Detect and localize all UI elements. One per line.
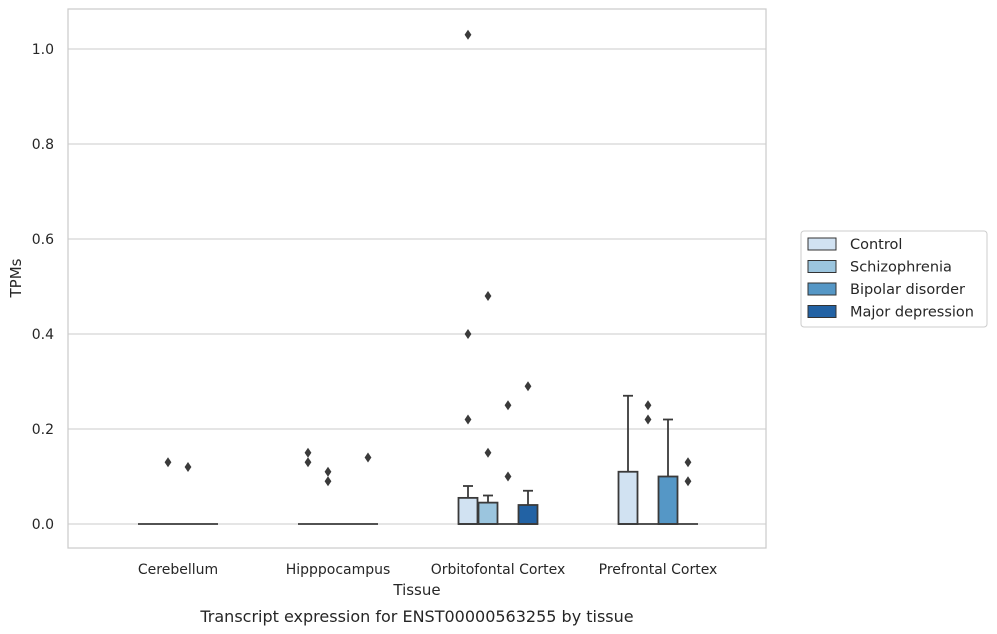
legend-label: Schizophrenia xyxy=(850,260,952,276)
outlier-point xyxy=(504,471,512,482)
legend-item: Schizophrenia xyxy=(807,260,952,276)
outlier-point xyxy=(304,447,312,458)
box xyxy=(318,466,338,525)
x-tick-label: Orbitofontal Cortex xyxy=(431,562,566,578)
plot-frame xyxy=(67,8,767,549)
outlier-point xyxy=(464,29,472,40)
outlier-point xyxy=(464,329,472,339)
box-body xyxy=(657,475,679,525)
box-body xyxy=(517,504,539,525)
box xyxy=(617,394,639,525)
legend-swatch xyxy=(807,305,837,318)
x-tick-label: Cerebellum xyxy=(138,562,218,578)
y-tick-label: 0.2 xyxy=(32,422,54,438)
outlier-point xyxy=(484,447,492,458)
outlier-point xyxy=(644,414,652,425)
outlier-point xyxy=(644,400,652,411)
legend-swatch xyxy=(807,282,837,296)
box xyxy=(457,29,479,525)
outlier-point xyxy=(504,400,512,411)
y-tick-label: 0.4 xyxy=(32,327,54,343)
y-tick-label: 0.0 xyxy=(32,517,54,533)
y-tick-label: 0.8 xyxy=(32,137,54,153)
box xyxy=(678,457,698,525)
x-tick-labels: Cerebellum Hipppocampus Orbitofontal Corte… xyxy=(138,562,717,578)
y-tick-label: 0.6 xyxy=(32,232,54,248)
box-body xyxy=(477,501,499,525)
legend-item: Bipolar disorder xyxy=(807,282,965,298)
x-tick-label: Prefrontal Cortex xyxy=(599,562,718,578)
legend-label: Bipolar disorder xyxy=(850,282,965,298)
box xyxy=(298,447,318,525)
box xyxy=(358,452,378,525)
y-tick-labels: 0.0 0.2 0.4 0.6 0.8 1.0 xyxy=(32,42,54,533)
outlier-point xyxy=(364,452,372,463)
outlier-point xyxy=(484,291,492,301)
legend-item: Control xyxy=(807,237,902,253)
legend-swatch xyxy=(807,260,837,273)
y-tick-label: 1.0 xyxy=(32,42,54,58)
box-body xyxy=(617,470,639,525)
outlier-point xyxy=(324,466,332,477)
box xyxy=(477,291,499,525)
legend-label: Control xyxy=(850,237,902,253)
legend-item: Major depression xyxy=(807,305,974,321)
box xyxy=(657,418,679,525)
legend-label: Major depression xyxy=(850,305,974,321)
legend-swatch xyxy=(807,237,837,251)
box xyxy=(638,400,658,525)
outlier-point xyxy=(524,381,532,392)
box-body xyxy=(457,496,479,525)
plot-marks xyxy=(138,29,698,525)
outlier-point xyxy=(184,462,192,472)
outlier-point xyxy=(324,476,332,487)
legend: Control Schizophrenia Bipolar disorder Majo… xyxy=(800,230,988,328)
box xyxy=(498,400,518,525)
gridlines xyxy=(68,48,766,525)
outlier-point xyxy=(684,476,692,487)
chart-caption: Transcript expression for ENST0000056325… xyxy=(199,607,633,626)
x-tick-label: Hipppocampus xyxy=(286,562,391,578)
box xyxy=(517,381,539,525)
outlier-point xyxy=(684,457,692,468)
box xyxy=(178,462,198,525)
outlier-point xyxy=(464,414,472,425)
outlier-point xyxy=(304,457,312,468)
y-axis-title: TPMs xyxy=(7,258,25,298)
x-axis-title: Tissue xyxy=(392,581,440,599)
outlier-point xyxy=(164,457,172,468)
box xyxy=(158,457,178,525)
legend-frame xyxy=(800,230,988,328)
